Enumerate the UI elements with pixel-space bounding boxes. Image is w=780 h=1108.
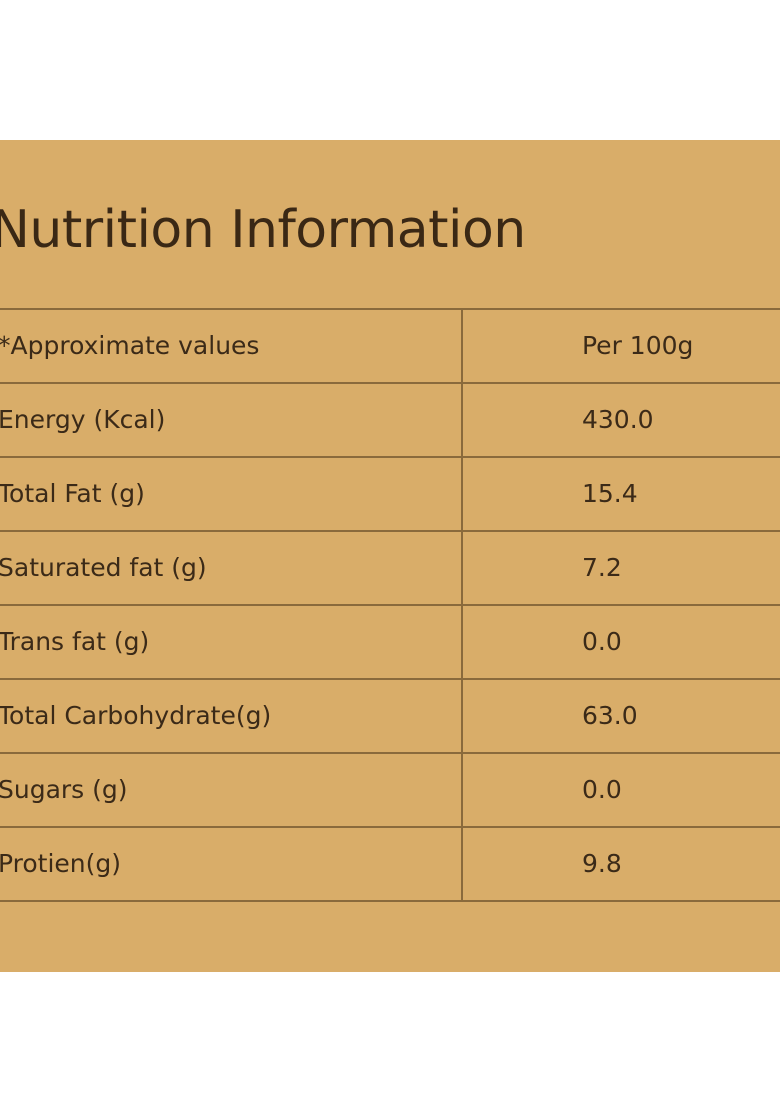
- table-row: Sugars (g) 0.0: [0, 754, 780, 828]
- row-label: Trans fat (g): [0, 606, 463, 678]
- header-label: *Approximate values: [0, 310, 463, 382]
- page-title: Nutrition Information: [0, 200, 526, 260]
- row-value: 430.0: [582, 405, 654, 434]
- table-row: Saturated fat (g) 7.2: [0, 532, 780, 606]
- row-value: 0.0: [582, 627, 622, 656]
- row-value: 63.0: [582, 701, 638, 730]
- row-label: Saturated fat (g): [0, 532, 463, 604]
- row-value: 9.8: [582, 849, 622, 878]
- table-row: Total Carbohydrate(g) 63.0: [0, 680, 780, 754]
- nutrition-table: *Approximate values Per 100g Energy (Kca…: [0, 308, 780, 902]
- table-row: Total Fat (g) 15.4: [0, 458, 780, 532]
- table-row: Energy (Kcal) 430.0: [0, 384, 780, 458]
- table-row: Protien(g) 9.8: [0, 828, 780, 902]
- header-value: Per 100g: [582, 331, 694, 360]
- row-label: Total Carbohydrate(g): [0, 680, 463, 752]
- row-label: Protien(g): [0, 828, 463, 900]
- table-row: Trans fat (g) 0.0: [0, 606, 780, 680]
- row-value: 15.4: [582, 479, 638, 508]
- row-value: 0.0: [582, 775, 622, 804]
- row-label: Total Fat (g): [0, 458, 463, 530]
- table-header-row: *Approximate values Per 100g: [0, 310, 780, 384]
- row-value: 7.2: [582, 553, 622, 582]
- nutrition-panel: Nutrition Information *Approximate value…: [0, 140, 780, 972]
- row-label: Sugars (g): [0, 754, 463, 826]
- row-label: Energy (Kcal): [0, 384, 463, 456]
